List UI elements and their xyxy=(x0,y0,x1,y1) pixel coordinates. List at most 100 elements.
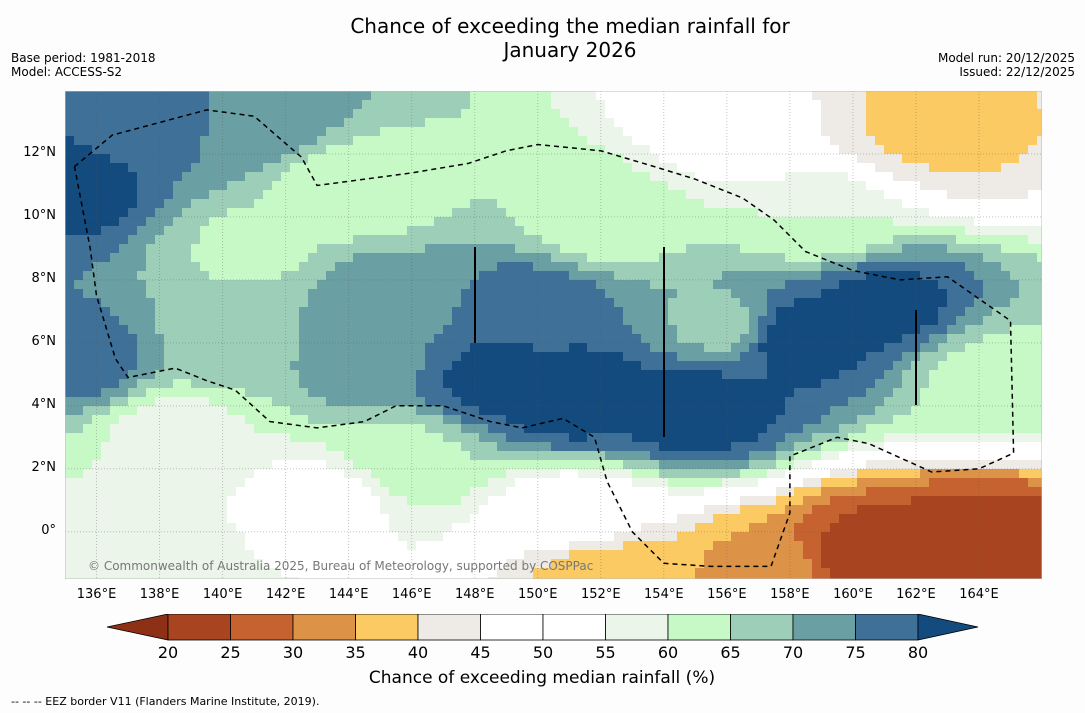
field-cell xyxy=(416,226,426,236)
field-cell xyxy=(848,262,858,272)
field-cell xyxy=(929,415,939,425)
field-cell xyxy=(740,217,750,227)
field-cell xyxy=(650,415,660,425)
field-cell xyxy=(182,496,192,506)
field-cell xyxy=(254,478,264,488)
field-cell xyxy=(119,217,129,227)
field-cell xyxy=(506,307,516,317)
field-cell xyxy=(623,343,633,353)
field-cell xyxy=(614,154,624,164)
field-cell xyxy=(470,415,480,425)
field-cell xyxy=(389,136,399,146)
field-cell xyxy=(416,208,426,218)
field-cell xyxy=(1019,334,1029,344)
field-cell xyxy=(1010,181,1020,191)
field-cell xyxy=(506,262,516,272)
field-cell xyxy=(461,136,471,146)
field-cell xyxy=(848,379,858,389)
field-cell xyxy=(200,217,210,227)
field-cell xyxy=(299,289,309,299)
field-cell xyxy=(713,442,723,452)
field-cell xyxy=(1028,181,1038,191)
field-cell xyxy=(128,424,138,434)
field-cell xyxy=(605,199,615,209)
field-cell xyxy=(299,298,309,308)
field-cell xyxy=(1001,136,1011,146)
field-cell xyxy=(947,433,957,443)
field-cell xyxy=(317,244,327,254)
field-cell xyxy=(218,424,228,434)
field-cell xyxy=(641,235,651,245)
field-cell xyxy=(92,352,102,362)
field-cell xyxy=(209,136,219,146)
field-cell xyxy=(848,325,858,335)
field-cell xyxy=(218,370,228,380)
field-cell xyxy=(974,235,984,245)
field-cell xyxy=(587,262,597,272)
field-cell xyxy=(479,388,489,398)
field-cell xyxy=(533,424,543,434)
field-cell xyxy=(650,433,660,443)
field-cell xyxy=(560,172,570,182)
field-cell xyxy=(92,127,102,137)
field-cell xyxy=(515,298,525,308)
field-cell xyxy=(119,127,129,137)
field-cell xyxy=(758,280,768,290)
field-cell xyxy=(1037,199,1042,209)
field-cell xyxy=(92,136,102,146)
field-cell xyxy=(722,109,732,119)
field-cell xyxy=(551,235,561,245)
field-cell xyxy=(182,271,192,281)
field-cell xyxy=(272,217,282,227)
field-cell xyxy=(659,118,669,128)
field-cell xyxy=(974,298,984,308)
field-cell xyxy=(398,280,408,290)
field-cell xyxy=(227,415,237,425)
field-cell xyxy=(749,433,759,443)
field-cell xyxy=(272,469,282,479)
field-cell xyxy=(884,415,894,425)
field-cell xyxy=(893,91,903,101)
field-cell xyxy=(245,190,255,200)
field-cell xyxy=(443,172,453,182)
field-cell xyxy=(965,433,975,443)
field-cell xyxy=(587,379,597,389)
field-cell xyxy=(587,352,597,362)
field-cell xyxy=(920,370,930,380)
field-cell xyxy=(272,415,282,425)
field-cell xyxy=(614,280,624,290)
field-cell xyxy=(749,478,759,488)
field-cell xyxy=(218,181,228,191)
field-cell xyxy=(929,397,939,407)
field-cell xyxy=(974,469,984,479)
field-cell xyxy=(551,469,561,479)
field-cell xyxy=(668,127,678,137)
field-cell xyxy=(821,145,831,155)
field-cell xyxy=(362,118,372,128)
field-cell xyxy=(407,154,417,164)
field-cell xyxy=(524,244,534,254)
field-cell xyxy=(65,208,75,218)
field-cell xyxy=(425,352,435,362)
field-cell xyxy=(101,352,111,362)
field-cell xyxy=(200,280,210,290)
field-cell xyxy=(839,145,849,155)
field-cell xyxy=(605,415,615,425)
field-cell xyxy=(173,145,183,155)
field-cell xyxy=(173,280,183,290)
field-cell xyxy=(974,451,984,461)
field-cell xyxy=(641,442,651,452)
field-cell xyxy=(947,127,957,137)
field-cell xyxy=(920,415,930,425)
field-cell xyxy=(641,199,651,209)
field-cell xyxy=(848,253,858,263)
field-cell xyxy=(425,487,435,497)
field-cell xyxy=(407,271,417,281)
field-cell xyxy=(839,280,849,290)
field-cell xyxy=(389,244,399,254)
field-cell xyxy=(101,181,111,191)
field-cell xyxy=(227,343,237,353)
field-cell xyxy=(353,244,363,254)
field-cell xyxy=(866,154,876,164)
field-cell xyxy=(344,397,354,407)
